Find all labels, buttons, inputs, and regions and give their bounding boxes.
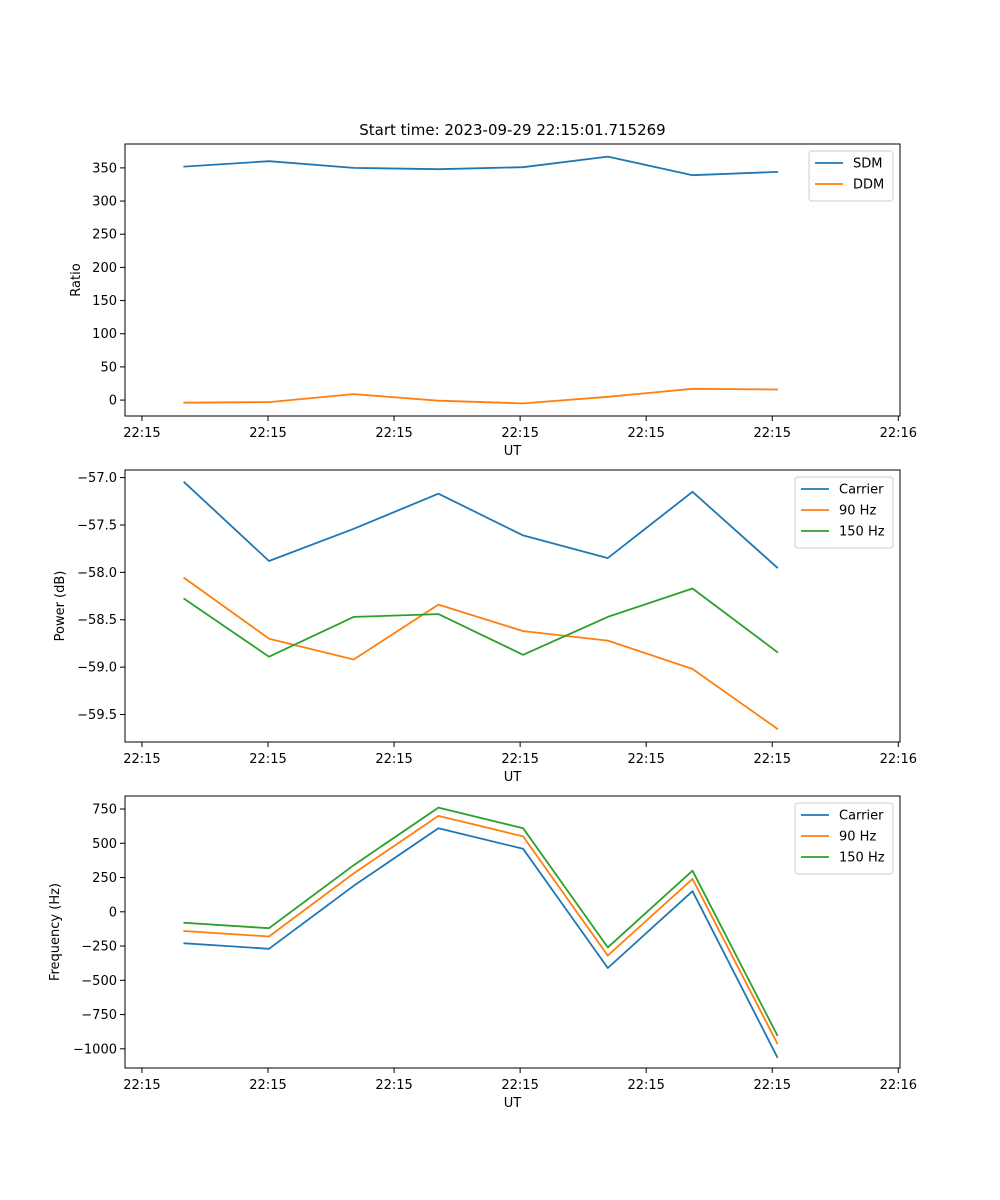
y-tick-label: −57.0 xyxy=(77,471,117,486)
x-tick-label: 22:15 xyxy=(501,752,538,767)
y-tick-label: −57.5 xyxy=(77,518,117,533)
legend: Carrier 90 Hz 150 Hz xyxy=(794,802,894,875)
x-tick-label: 22:15 xyxy=(501,1078,538,1093)
axes-frame xyxy=(124,795,901,1069)
chart-panel-1: 22:15 22:15 22:15 22:15 22:15 22:15 22:16 0 50 10… xyxy=(69,143,917,459)
series-line-150-hz xyxy=(183,587,779,658)
y-axis-label: Frequency (Hz) xyxy=(48,883,63,981)
x-tick-label: 22:15 xyxy=(249,426,286,441)
y-tick-label: 350 xyxy=(92,161,117,176)
axes-frame xyxy=(124,469,901,743)
y-tick-label: 50 xyxy=(100,360,117,375)
chart-panel-3: 22:15 22:15 22:15 22:15 22:15 22:15 22:16 −1000… xyxy=(48,795,917,1111)
x-tick-label: 22:15 xyxy=(627,426,664,441)
x-tick-label: 22:15 xyxy=(754,1078,791,1093)
x-tick-label: 22:15 xyxy=(754,426,791,441)
x-tick-label: 22:15 xyxy=(375,752,412,767)
legend-label: DDM xyxy=(853,178,884,193)
y-tick-label: −58.0 xyxy=(77,566,117,581)
y-tick-label: 0 xyxy=(109,905,117,920)
y-tick-label: −58.5 xyxy=(77,613,117,628)
legend: SDM DDM xyxy=(808,150,894,202)
y-tick-label: −500 xyxy=(81,974,117,989)
series-line-90-hz xyxy=(183,576,779,730)
y-axis-label: Power (dB) xyxy=(53,571,68,642)
x-axis-label: UT xyxy=(504,444,522,459)
y-tick-label: 150 xyxy=(92,294,117,309)
y-tick-label: −250 xyxy=(81,940,117,955)
y-tick-label: 500 xyxy=(92,837,117,852)
y-tick-label: −1000 xyxy=(73,1042,117,1057)
figure-title: Start time: 2023-09-29 22:15:01.715269 xyxy=(359,121,665,139)
y-tick-label: 200 xyxy=(92,261,117,276)
legend-label: Carrier xyxy=(839,809,884,824)
legend-label: 90 Hz xyxy=(839,830,876,845)
x-tick-label: 22:15 xyxy=(754,752,791,767)
x-tick-label: 22:15 xyxy=(123,426,160,441)
x-tick-label: 22:15 xyxy=(375,1078,412,1093)
x-axis-label: UT xyxy=(504,770,522,785)
legend-label: 90 Hz xyxy=(839,504,876,519)
y-tick-label: 300 xyxy=(92,195,117,210)
y-tick-label: 250 xyxy=(92,871,117,886)
y-tick-label: 250 xyxy=(92,228,117,243)
legend-label: 150 Hz xyxy=(839,851,885,866)
x-tick-label: 22:15 xyxy=(501,426,538,441)
x-axis-label: UT xyxy=(504,1096,522,1111)
chart-panel-2: 22:15 22:15 22:15 22:15 22:15 22:15 22:16 −57.0… xyxy=(53,469,917,785)
series-line-carrier xyxy=(183,481,779,569)
axes-frame xyxy=(124,143,901,417)
y-tick-label: −750 xyxy=(81,1008,117,1023)
y-tick-label: 750 xyxy=(92,803,117,818)
legend-label: Carrier xyxy=(839,483,884,498)
y-tick-label: −59.0 xyxy=(77,661,117,676)
x-tick-label: 22:16 xyxy=(880,752,917,767)
x-tick-label: 22:15 xyxy=(123,1078,160,1093)
series-line-carrier xyxy=(183,827,779,1059)
x-tick-label: 22:16 xyxy=(880,426,917,441)
legend: Carrier 90 Hz 150 Hz xyxy=(794,476,894,549)
y-tick-label: 0 xyxy=(109,394,117,409)
y-tick-label: −59.5 xyxy=(77,708,117,723)
series-line-ddm xyxy=(183,387,779,405)
x-tick-label: 22:15 xyxy=(375,426,412,441)
x-tick-label: 22:15 xyxy=(249,1078,286,1093)
x-tick-label: 22:15 xyxy=(249,752,286,767)
y-tick-label: 100 xyxy=(92,327,117,342)
x-tick-label: 22:15 xyxy=(123,752,160,767)
y-axis-label: Ratio xyxy=(69,263,84,296)
legend-label: 150 Hz xyxy=(839,525,885,540)
series-line-150-hz xyxy=(183,806,779,1037)
x-tick-label: 22:15 xyxy=(627,1078,664,1093)
series-line-sdm xyxy=(183,155,779,177)
legend-label: SDM xyxy=(853,157,882,172)
x-tick-label: 22:15 xyxy=(627,752,664,767)
x-tick-label: 22:16 xyxy=(880,1078,917,1093)
series-line-90-hz xyxy=(183,815,779,1045)
